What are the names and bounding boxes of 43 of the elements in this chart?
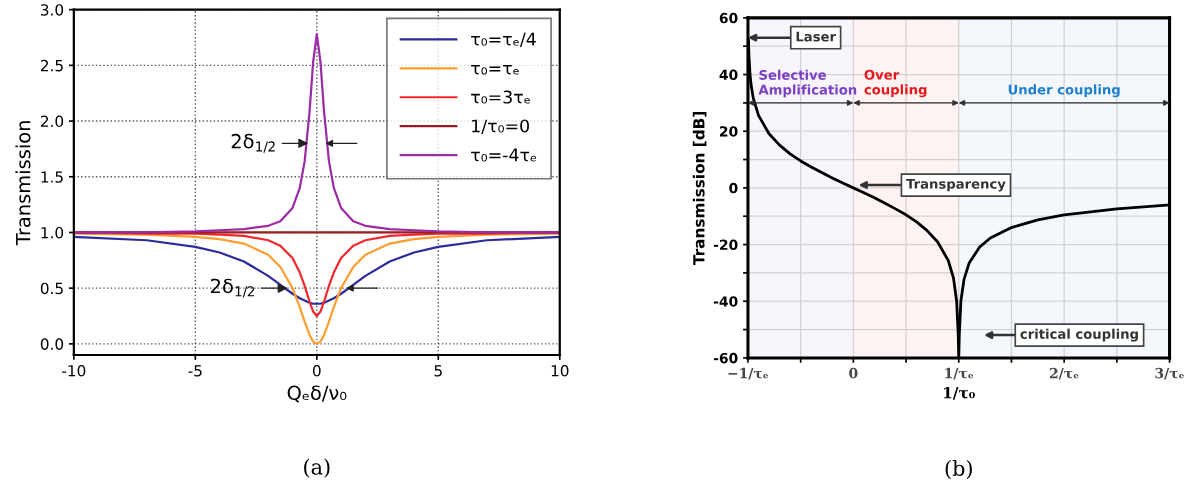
y-tick-label: 20 <box>720 126 738 137</box>
y-tick-label: 60 <box>719 12 738 24</box>
legend-label: τ₀=τₑ <box>471 64 519 75</box>
band-label: Selective Amplification <box>758 69 857 98</box>
y-tick-label: 2.0 <box>40 115 64 128</box>
y-tick-label: 3.0 <box>40 4 64 16</box>
annotation: Transparency <box>906 178 1006 192</box>
annotation: 2δ$_{1/2}$ <box>211 278 255 298</box>
x-axis-title: Qₑδ/ν₀ <box>287 385 347 403</box>
x-tick-label: −1/τₑ <box>728 367 769 380</box>
x-tick-label: -10 <box>62 365 86 377</box>
x-tick-label: 0 <box>312 365 321 377</box>
x-tick-label: -5 <box>188 365 202 377</box>
text: (a) <box>304 458 330 478</box>
y-tick-label: 1.5 <box>41 171 63 183</box>
y-tick-label: 1.0 <box>41 226 64 239</box>
y-tick-label: 0.5 <box>40 282 63 295</box>
y-tick-label: -20 <box>713 239 738 251</box>
x-tick-label: 2/τₑ <box>1049 367 1079 380</box>
band-label: Over coupling <box>864 69 927 98</box>
y-axis-title: Transmission [dB] <box>692 112 707 265</box>
y-tick-label: 0.0 <box>40 338 64 350</box>
x-tick-label: 1/τₑ <box>945 367 974 380</box>
legend-label: τ₀=3τₑ <box>471 90 530 104</box>
y-tick-label: 0 <box>729 182 738 194</box>
text: (b) <box>945 459 972 479</box>
legend-label: τ₀=-4τₑ <box>471 148 537 162</box>
y-tick-label: -60 <box>713 352 738 364</box>
annotation: 2δ$_{1/2}$ <box>231 133 275 153</box>
x-tick-label: 5 <box>434 365 442 377</box>
y-tick-label: 2.5 <box>40 59 63 72</box>
annotation: Laser <box>796 31 836 42</box>
legend-label: τ₀=τₑ/4 <box>471 32 536 48</box>
y-tick-label: 40 <box>719 69 738 81</box>
x-tick-label: 0 <box>849 367 858 379</box>
annotation: critical coupling <box>1020 328 1138 342</box>
x-axis-title: 1/τ₀ <box>944 386 975 400</box>
legend-label: 1/τ₀=0 <box>472 119 529 134</box>
y-tick-label: -40 <box>713 296 738 307</box>
y-axis-title: Transmission <box>15 121 31 246</box>
band-label: Under coupling <box>1008 84 1120 98</box>
x-tick-label: 3/τₑ <box>1155 367 1184 380</box>
x-tick-label: 10 <box>551 365 569 377</box>
